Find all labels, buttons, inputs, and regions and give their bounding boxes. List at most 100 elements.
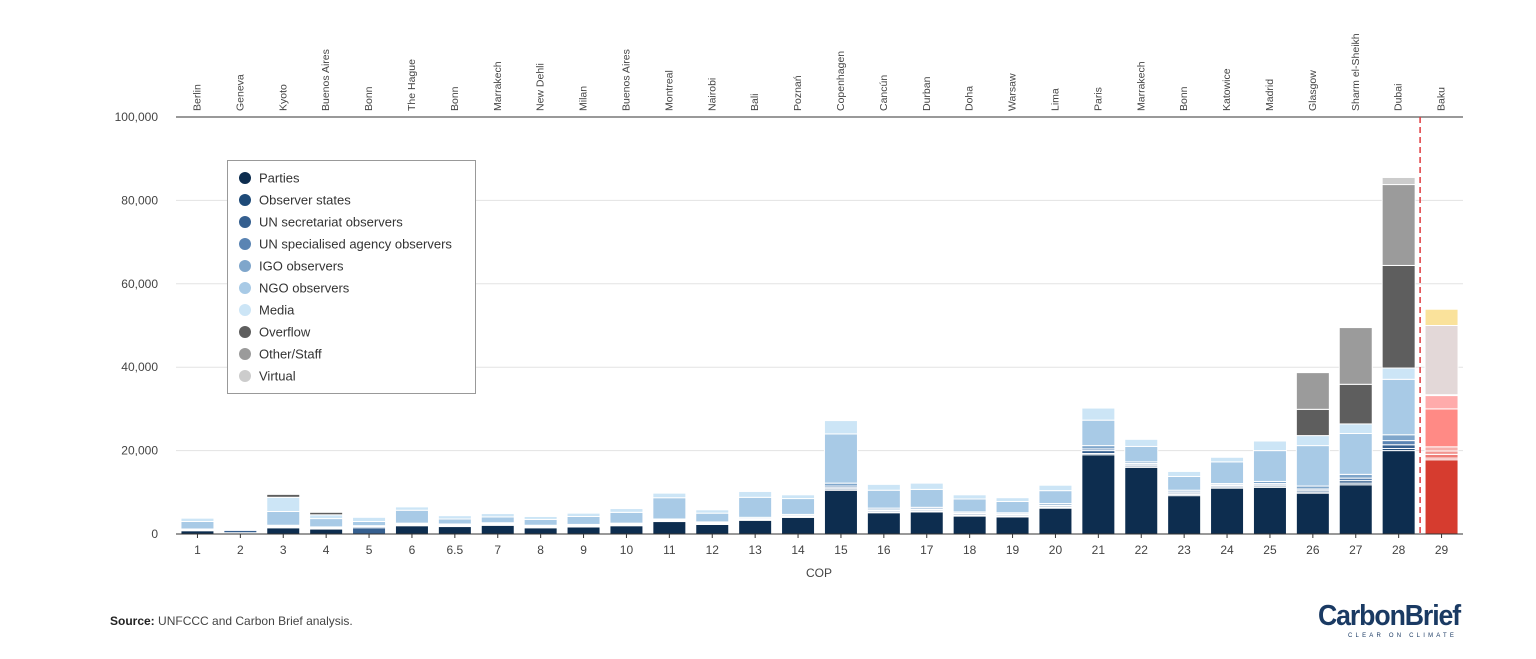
legend-label: UN specialised agency observers <box>259 237 452 252</box>
bar-segment-ngo-observers <box>823 433 858 484</box>
bar-stack-cop-13 <box>738 490 773 535</box>
legend-swatch <box>239 216 251 228</box>
location-label: Kyoto <box>277 84 289 111</box>
bar-segment-parties <box>1424 459 1459 535</box>
axes <box>176 116 1463 535</box>
bar-segment-ngo-observers <box>566 515 601 525</box>
bar-segment-ngo-observers <box>781 498 816 515</box>
location-label: Katowice <box>1221 68 1233 111</box>
bar-segment-media <box>309 514 344 520</box>
bar-segment-parties <box>1124 466 1159 535</box>
bar-segment-un-secretariat-observers <box>1381 444 1416 450</box>
bar-stack-cop-26 <box>1295 372 1330 535</box>
bar-stack-cop-11 <box>652 492 687 535</box>
bar-segment-media <box>266 496 301 512</box>
logo-tagline: CLEAR ON CLIMATE <box>1348 633 1458 639</box>
x-tick-label: 9 <box>580 543 587 557</box>
bar-segment-parties <box>394 525 429 535</box>
bar-segment-media <box>695 509 730 514</box>
bar-segment-parties <box>952 515 987 535</box>
bar-segment-igo-observers <box>1081 445 1116 450</box>
bar-segment-ngo-observers <box>266 510 301 526</box>
bar-segment-media <box>1081 407 1116 421</box>
bar-segment-media <box>1210 456 1245 463</box>
bar-segment-overflow <box>1381 264 1416 369</box>
bar-segment-ngo-observers <box>866 489 901 509</box>
x-tick-label: 2 <box>237 543 244 557</box>
x-tick-label: 29 <box>1435 543 1449 557</box>
x-tick-label: 5 <box>366 543 373 557</box>
location-labels: Berlin Geneva Kyoto Buenos Aires Bonn The Hag… <box>191 33 1447 111</box>
source-label: Source: <box>110 614 155 628</box>
legend-item: NGO observers <box>239 281 350 296</box>
bar-stack-cop-8 <box>523 515 558 535</box>
stacked-bar-chart: 0 20,000 40,000 60,000 80,000 100,000 Berlin G… <box>115 33 1463 580</box>
bar-segment-media <box>952 494 987 500</box>
location-label: Bonn <box>449 86 461 111</box>
source-text: UNFCCC and Carbon Brief analysis. <box>158 614 353 628</box>
bar-segment-parties <box>266 527 301 535</box>
bar-stack-cop-23 <box>1167 470 1202 535</box>
legend-swatch <box>239 260 251 272</box>
x-tick-label: 24 <box>1220 543 1234 557</box>
bar-segment-media <box>781 494 816 500</box>
bar-segment-overflow <box>266 493 301 498</box>
location-label: The Hague <box>406 59 418 111</box>
bar-segment-ngo-observers <box>480 516 515 524</box>
location-label: Bonn <box>363 86 375 111</box>
bar-segment-parties <box>823 489 858 535</box>
legend-item: UN secretariat observers <box>239 215 403 230</box>
location-label: Bonn <box>1178 86 1190 111</box>
x-tick-label: 28 <box>1392 543 1406 557</box>
bar-segment-parties <box>652 520 687 535</box>
bar-segment-media <box>480 513 515 518</box>
bar-segment-ngo-observers <box>1210 461 1245 485</box>
legend: Parties Observer states UN secretariat obs… <box>227 160 476 394</box>
bar-stack-cop-20 <box>1038 484 1073 535</box>
bar-segment-parties <box>309 528 344 535</box>
x-axis-label: COP <box>806 566 832 580</box>
location-label: Marrakech <box>1135 61 1147 111</box>
x-tick-label: 6.5 <box>447 543 464 557</box>
location-label: Nairobi <box>706 78 718 111</box>
bar-segment-media <box>823 420 858 435</box>
bar-stack-cop-22 <box>1124 438 1159 535</box>
y-tick-label: 0 <box>151 527 158 541</box>
x-tick-label: 26 <box>1306 543 1320 557</box>
bar-segment-ngo-observers <box>437 518 472 525</box>
legend-swatch <box>239 304 251 316</box>
bar-segment-media <box>909 482 944 490</box>
legend-swatch <box>239 326 251 338</box>
bar-stack-cop-29 <box>1424 308 1459 535</box>
bar-segment-parties <box>480 524 515 535</box>
bar-segment-virtual <box>1424 308 1459 326</box>
bar-stack-cop-25 <box>1252 440 1287 535</box>
bar-segment-overflow <box>309 511 344 516</box>
bar-segment-media <box>523 515 558 520</box>
bar-segment-other-staff <box>1381 184 1416 266</box>
bar-segment-un-secretariat-observers <box>1424 453 1459 459</box>
x-tick-label: 10 <box>620 543 634 557</box>
bar-segment-parties <box>609 525 644 535</box>
bar-segment-parties <box>1338 484 1373 535</box>
bar-segment-un-specialised-agency-observers <box>1424 450 1459 455</box>
location-label: Cancún <box>878 75 890 111</box>
bar-segment-ngo-observers <box>1424 408 1459 448</box>
legend-label: UN secretariat observers <box>259 215 403 230</box>
source-note: Source: UNFCCC and Carbon Brief analysis… <box>110 614 353 628</box>
legend-swatch <box>239 172 251 184</box>
location-label: Marrakech <box>492 61 504 111</box>
x-tick-label: 4 <box>323 543 330 557</box>
bar-stack-cop-12 <box>695 509 730 535</box>
y-axis-ticks: 0 20,000 40,000 60,000 80,000 100,000 <box>115 110 159 541</box>
bar-segment-parties <box>695 523 730 535</box>
bar-segment-parties <box>1210 487 1245 535</box>
location-label: Dubai <box>1393 84 1405 111</box>
legend-label: NGO observers <box>259 281 350 296</box>
bar-segment-parties <box>1252 486 1287 535</box>
bar-segment-media <box>738 490 773 498</box>
carbon-brief-logo[interactable]: CarbonBrief CLEAR ON CLIMATE <box>1318 600 1461 641</box>
legend-item: Media <box>239 303 295 318</box>
bar-stack-cop-2 <box>223 528 258 535</box>
logo-wordmark: CarbonBrief <box>1318 600 1461 632</box>
